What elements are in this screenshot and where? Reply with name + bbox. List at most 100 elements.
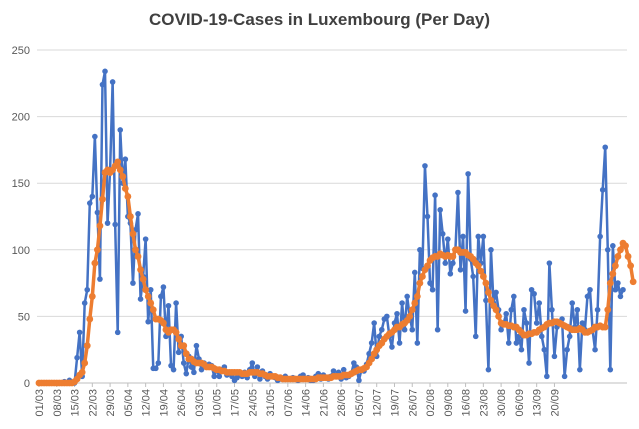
x-tick-label: 19/04: [158, 389, 170, 417]
data-point: [371, 320, 377, 326]
data-point: [170, 366, 177, 373]
data-point: [599, 187, 606, 193]
data-point: [546, 260, 553, 266]
data-point: [180, 342, 188, 350]
data-point: [340, 366, 347, 373]
data-point: [76, 329, 83, 336]
data-point: [94, 209, 101, 216]
data-point: [142, 286, 150, 294]
data-point: [541, 346, 548, 353]
data-point: [188, 364, 195, 370]
data-point: [538, 333, 545, 340]
data-point: [99, 81, 106, 88]
data-point: [439, 231, 446, 237]
data-point: [96, 222, 104, 230]
x-tick-label: 29/03: [105, 389, 117, 417]
data-point: [498, 326, 504, 333]
data-point: [427, 280, 433, 286]
data-point: [577, 366, 583, 373]
data-point: [422, 163, 428, 169]
data-point: [158, 293, 164, 300]
data-point: [437, 207, 443, 213]
data-point: [83, 342, 91, 350]
data-point: [485, 366, 492, 373]
data-point: [254, 364, 261, 370]
y-axis-ticks: 0 50 100 150 200 250: [12, 45, 30, 390]
y-tick-label: 150: [12, 178, 30, 190]
data-point: [449, 253, 457, 260]
data-point: [180, 360, 187, 366]
x-tick-label: 26/04: [176, 389, 188, 417]
data-point: [155, 360, 162, 366]
data-point: [495, 313, 502, 320]
y-tick-label: 100: [12, 245, 30, 257]
data-point: [160, 284, 167, 290]
x-tick-label: 26/07: [407, 389, 419, 417]
x-tick-label: 03/05: [194, 389, 206, 417]
data-point: [127, 213, 134, 220]
series-line: [39, 70, 625, 385]
data-point: [330, 368, 337, 374]
data-point: [160, 319, 167, 327]
data-point: [526, 360, 532, 366]
data-point: [175, 335, 183, 343]
data-point: [135, 211, 141, 217]
data-point: [145, 318, 151, 325]
y-tick-label: 50: [18, 311, 30, 323]
data-point: [88, 293, 96, 300]
x-tick-label: 21/06: [318, 389, 330, 417]
data-point: [528, 286, 535, 293]
data-point: [175, 349, 182, 356]
data-point: [564, 346, 570, 353]
data-point: [409, 326, 416, 333]
data-point: [399, 300, 405, 306]
data-point: [89, 193, 96, 200]
data-point: [137, 266, 144, 274]
data-point: [606, 279, 614, 287]
x-tick-label: 13/09: [532, 389, 544, 417]
data-point: [173, 300, 179, 306]
x-tick-label: 05/04: [123, 389, 135, 417]
data-point: [432, 192, 438, 198]
data-point: [566, 333, 573, 340]
x-tick-label: 12/07: [372, 389, 384, 417]
data-point: [601, 323, 609, 331]
data-point: [102, 68, 108, 75]
x-tick-label: 16/08: [461, 389, 473, 417]
data-point: [561, 373, 568, 380]
x-tick-label: 20/09: [549, 389, 561, 417]
data-point: [477, 267, 485, 275]
x-tick-label: 10/05: [212, 389, 224, 417]
data-point: [404, 293, 410, 300]
x-tick-label: 12/04: [141, 389, 153, 417]
data-point: [614, 253, 622, 260]
x-tick-label: 15/03: [70, 389, 82, 417]
data-point: [94, 246, 101, 254]
data-point: [622, 242, 629, 250]
data-point: [518, 346, 525, 353]
data-point: [78, 368, 86, 376]
x-tick-label: 14/06: [301, 389, 313, 417]
data-point: [445, 236, 451, 242]
data-point: [121, 185, 129, 192]
data-point: [378, 326, 385, 333]
data-point: [122, 156, 129, 163]
data-point: [508, 306, 515, 313]
data-point: [531, 290, 537, 297]
data-point: [620, 286, 626, 293]
data-point: [168, 362, 174, 369]
x-tick-label: 01/03: [34, 389, 46, 417]
data-point: [523, 320, 530, 326]
data-point: [493, 289, 499, 296]
data-point: [97, 276, 103, 282]
data-point: [117, 127, 124, 133]
data-point: [424, 213, 431, 220]
series-average: [35, 158, 637, 387]
data-point: [604, 306, 612, 314]
data-point: [505, 340, 512, 346]
data-point: [249, 360, 256, 366]
data-point: [149, 306, 157, 314]
data-point: [86, 315, 94, 323]
data-point: [584, 293, 591, 300]
